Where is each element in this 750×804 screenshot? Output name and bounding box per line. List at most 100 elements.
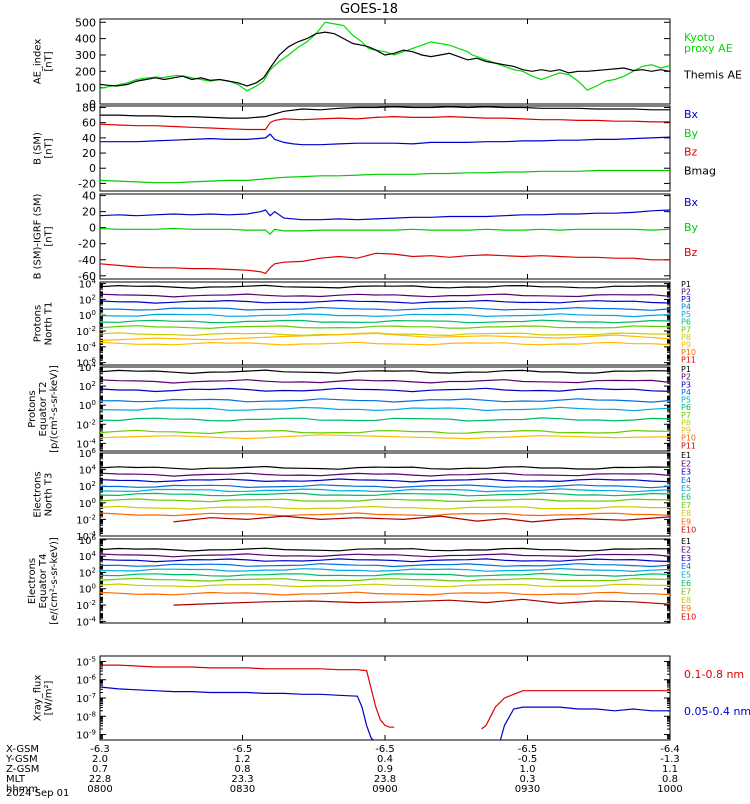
x-tick-label: 0900	[372, 784, 397, 795]
y-axis-label-line: B (SM)-IGRF (SM)	[33, 194, 44, 280]
y-axis-label-line: Equator T2	[38, 382, 49, 437]
channel-line-E5	[100, 569, 670, 572]
x-tick-label: 1000	[657, 784, 682, 795]
y-axis-label-line: Electrons	[27, 558, 38, 604]
legend-entry: Bz	[684, 246, 698, 259]
y-tick-label: 102	[79, 293, 96, 306]
y-tick-label: 400	[75, 33, 96, 46]
y-axis-label-line: Electrons	[33, 471, 44, 517]
y-axis-label-line: [p/(cm²-s-sr-keV)]	[49, 365, 60, 453]
channel-line-E9	[100, 513, 670, 516]
channel-line-low	[174, 516, 671, 522]
series-line-0-05-0-4-nm	[100, 687, 376, 742]
y-axis-label-line: AE_index	[33, 39, 44, 85]
y-tick-label: 300	[75, 49, 96, 62]
y-axis-label-line: Equator T4	[38, 554, 49, 609]
y-tick-label: 0	[89, 162, 96, 175]
channel-line-P6	[100, 418, 670, 421]
channel-line-E4	[100, 485, 670, 488]
y-tick-label: 10-2	[76, 418, 96, 431]
channel-line-P6	[100, 320, 670, 323]
y-axis-label-line: [nT]	[44, 51, 55, 71]
channel-line-E4	[100, 564, 670, 567]
legend-entry: E10	[681, 613, 696, 622]
series-line-kyoto-proxy-ae	[100, 22, 670, 91]
channel-line-E1	[100, 467, 670, 470]
panel-frame	[100, 194, 670, 279]
legend-entry: proxy AE	[684, 42, 733, 55]
channel-line-P7	[100, 430, 670, 433]
channel-line-P9	[100, 342, 670, 345]
y-tick-label: -40	[78, 254, 96, 267]
y-axis-label-line: Xray_flux	[33, 675, 44, 722]
channel-line-P4	[100, 308, 670, 311]
channel-line-P4	[100, 399, 670, 402]
date-label: 2024 Sep 01	[6, 788, 69, 799]
channel-line-P2	[100, 294, 670, 297]
series-line-bx	[100, 134, 670, 145]
y-tick-label: 104	[79, 464, 97, 477]
panel-xray: 10-910-810-710-610-5Xray_flux[W/m²]0.1-0…	[33, 655, 750, 741]
series-line-themis-ae	[100, 32, 670, 86]
y-tick-label: 10-8	[76, 710, 96, 723]
legend-entry: 0.05-0.4 nm	[684, 705, 750, 718]
legend-entry: Bmag	[684, 164, 716, 177]
channel-line-E3	[100, 559, 670, 562]
y-tick-label: 200	[75, 65, 96, 78]
y-tick-label: 500	[75, 16, 96, 29]
y-tick-label: 10-4	[76, 341, 96, 354]
channel-line-E8	[100, 506, 670, 509]
channel-line-P5	[100, 314, 670, 317]
y-tick-label: 10-2	[76, 513, 96, 526]
legend-entry: Bz	[684, 146, 698, 159]
y-axis-label: AE_index[nT]	[33, 39, 55, 85]
channel-line-E1	[100, 548, 670, 551]
y-tick-label: 104	[79, 278, 97, 291]
legend-entry: P11	[681, 355, 696, 364]
x-tick-label: 0830	[230, 784, 255, 795]
legend-entry: Themis AE	[683, 69, 742, 82]
y-tick-label: 10-2	[76, 325, 96, 338]
y-tick-label: 104	[79, 550, 97, 563]
y-tick-label: -20	[78, 177, 96, 190]
y-axis-label-line: [nT]	[44, 138, 55, 158]
y-tick-label: 100	[79, 399, 96, 412]
y-tick-label: 10-7	[76, 692, 96, 705]
channel-line-P3	[100, 301, 670, 304]
channel-line-E5	[100, 489, 670, 492]
y-tick-label: -20	[78, 238, 96, 251]
legend-entry: Bx	[684, 196, 699, 209]
y-axis-label: Xray_flux[W/m²]	[33, 675, 55, 722]
y-tick-label: 10-9	[76, 729, 96, 742]
series-line-bz	[100, 253, 670, 273]
y-axis-label-line: B (SM)	[33, 132, 44, 165]
y-tick-label: 10-2	[76, 599, 96, 612]
channel-line-P5	[100, 407, 670, 410]
y-tick-label: 10-5	[76, 655, 96, 668]
y-tick-label: 20	[82, 206, 96, 219]
panel-frame	[100, 19, 670, 104]
channel-line-E8	[100, 584, 670, 587]
channel-line-low	[100, 435, 670, 439]
channel-line-P3	[100, 388, 670, 391]
channel-line-P2	[100, 380, 670, 383]
y-tick-label: 102	[79, 480, 96, 493]
channel-line-P7	[100, 326, 670, 329]
legend-entry: E10	[681, 526, 696, 535]
y-tick-label: 10-6	[76, 674, 96, 687]
y-axis-label-line: [e/(cm²-s-sr-keV)]	[49, 537, 60, 625]
y-tick-label: 100	[79, 497, 96, 510]
legend-entry: P11	[681, 441, 696, 450]
y-tick-label: 40	[82, 132, 96, 145]
y-axis-label-line: [nT]	[44, 226, 55, 246]
channel-line-E3	[100, 479, 670, 482]
